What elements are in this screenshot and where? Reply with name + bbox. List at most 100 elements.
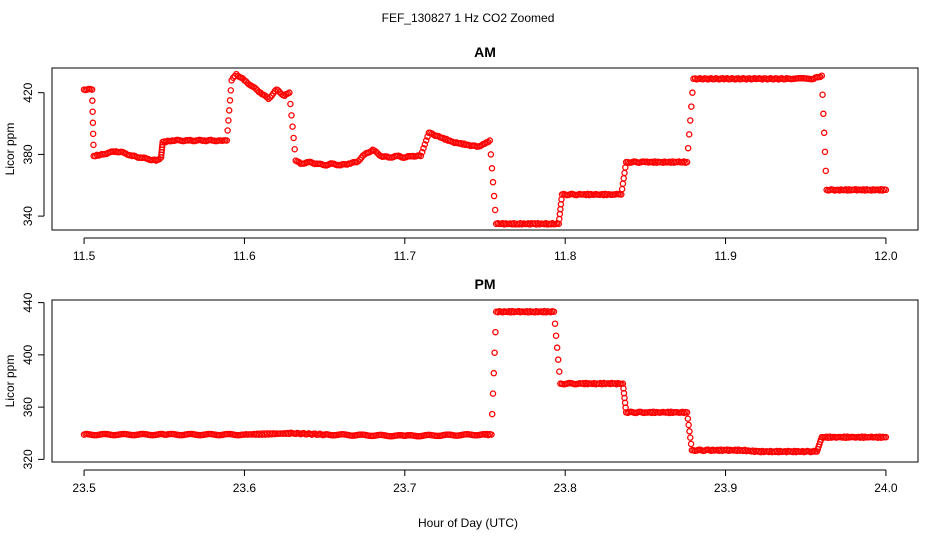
data-point xyxy=(822,167,830,175)
data-point xyxy=(687,117,694,124)
data-point xyxy=(440,134,447,142)
data-point xyxy=(488,165,496,172)
data-point xyxy=(286,89,293,96)
data-point xyxy=(89,97,96,104)
data-point xyxy=(621,169,628,177)
panel-am-frame xyxy=(51,67,919,231)
data-point xyxy=(490,369,498,377)
panel-pm-ylabel: Licor ppm xyxy=(3,355,17,408)
data-point xyxy=(487,151,495,158)
panel-pm-points xyxy=(80,307,890,456)
y-tick-label: 440 xyxy=(21,292,35,312)
data-point xyxy=(684,144,692,152)
data-point xyxy=(417,152,425,160)
data-point xyxy=(289,123,296,130)
data-point xyxy=(685,131,693,138)
x-tick-label: 11.8 xyxy=(554,249,577,263)
panel-am: AM Licor ppm 11.5 11.6 11.7 11.8 11.9 12.0 340… xyxy=(3,44,919,263)
y-tick-label: 320 xyxy=(21,449,35,469)
y-tick-label: 400 xyxy=(21,345,35,365)
data-point xyxy=(489,178,497,186)
data-point xyxy=(492,328,499,336)
x-axis-label: Hour of Day (UTC) xyxy=(418,516,518,530)
data-point xyxy=(491,349,498,356)
data-point xyxy=(551,320,559,327)
data-point xyxy=(226,97,234,104)
data-point xyxy=(252,85,259,92)
data-point xyxy=(443,135,450,143)
data-point xyxy=(288,112,295,119)
x-tick-label: 23.8 xyxy=(554,481,578,495)
data-point xyxy=(224,127,231,134)
data-point xyxy=(550,308,558,316)
data-point xyxy=(420,144,427,152)
x-tick-label: 23.9 xyxy=(714,481,738,495)
data-point xyxy=(88,86,96,93)
data-point xyxy=(556,368,563,375)
data-point xyxy=(687,440,695,448)
data-point xyxy=(89,108,96,115)
y-tick-label: 360 xyxy=(21,397,35,417)
x-tick-label: 11.5 xyxy=(73,249,96,263)
x-tick-label: 11.7 xyxy=(394,249,417,263)
data-point xyxy=(622,164,629,171)
x-tick-label: 11.6 xyxy=(233,249,256,263)
x-tick-label: 23.7 xyxy=(393,481,417,495)
panel-pm-y-axis: 320 360 400 440 xyxy=(21,292,45,469)
data-point xyxy=(372,148,380,155)
x-tick-label: 23.6 xyxy=(233,481,257,495)
data-point xyxy=(882,186,890,194)
data-point xyxy=(818,72,826,79)
data-point xyxy=(820,129,828,137)
data-point xyxy=(683,158,691,166)
data-point xyxy=(620,175,627,182)
data-point xyxy=(684,415,692,422)
data-point xyxy=(489,390,497,397)
data-point xyxy=(686,428,693,435)
x-tick-label: 23.5 xyxy=(72,481,96,495)
data-point xyxy=(290,134,297,142)
x-tick-label: 11.9 xyxy=(714,249,737,263)
data-point xyxy=(819,91,826,98)
panel-pm-frame xyxy=(51,299,919,463)
data-point xyxy=(882,433,890,441)
panel-am-x-axis: 11.5 11.6 11.7 11.8 11.9 12.0 xyxy=(73,237,898,263)
x-tick-label: 12.0 xyxy=(874,249,898,263)
y-tick-label: 420 xyxy=(21,82,35,102)
data-point xyxy=(685,421,692,429)
data-point xyxy=(418,148,426,156)
panel-am-title: AM xyxy=(474,44,496,60)
panel-am-y-axis: 340 380 420 xyxy=(21,82,45,226)
data-point xyxy=(820,110,827,118)
data-point xyxy=(619,180,627,187)
data-point xyxy=(490,192,498,200)
panel-pm-title: PM xyxy=(475,276,496,292)
data-point xyxy=(355,157,362,165)
data-point xyxy=(227,87,235,94)
data-point xyxy=(225,117,232,124)
data-point xyxy=(687,434,694,441)
data-point xyxy=(266,94,274,101)
panel-am-ylabel: Licor ppm xyxy=(3,123,17,176)
data-point xyxy=(553,344,561,351)
data-point xyxy=(89,119,97,127)
x-tick-label: 24.0 xyxy=(874,481,898,495)
data-point xyxy=(554,356,562,363)
data-point xyxy=(488,410,496,418)
data-point xyxy=(90,141,97,149)
data-point xyxy=(618,185,626,193)
y-tick-label: 380 xyxy=(21,144,35,164)
panel-am-points xyxy=(80,70,890,228)
figure-title: FEF_130827 1 Hz CO2 Zoomed xyxy=(382,11,555,25)
data-point xyxy=(89,130,97,138)
data-point xyxy=(689,89,696,96)
data-point xyxy=(486,137,494,144)
data-point xyxy=(683,409,691,416)
panel-pm-x-axis: 23.5 23.6 23.7 23.8 23.9 24.0 xyxy=(72,469,898,495)
data-point xyxy=(291,146,298,153)
data-point xyxy=(821,148,829,156)
data-point xyxy=(491,206,499,214)
data-point xyxy=(225,107,233,114)
data-point xyxy=(421,141,429,148)
